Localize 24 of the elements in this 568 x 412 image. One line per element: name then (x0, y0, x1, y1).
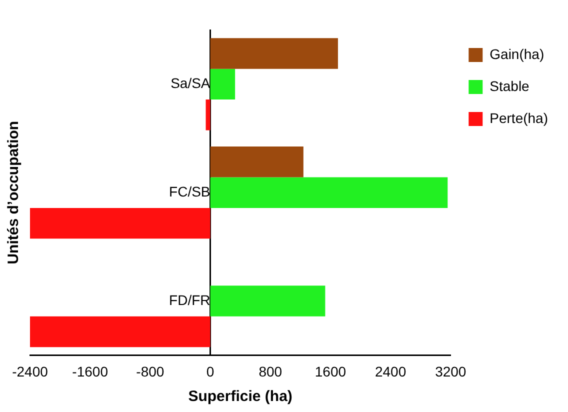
x-axis-title: Superficie (ha) (188, 388, 292, 406)
legend-label: Gain(ha) (490, 46, 544, 62)
bar (30, 316, 210, 348)
y-tick-label: FD/FR (169, 292, 210, 308)
bar (210, 38, 338, 69)
bar (206, 100, 210, 130)
legend-label: Perte(ha) (490, 110, 548, 126)
bar (30, 208, 210, 239)
legend-label: Stable (490, 78, 530, 94)
bar (210, 286, 326, 316)
x-tick-label: 0 (206, 363, 214, 380)
y-tick-label: FC/SB (169, 183, 210, 200)
x-tick-label: 1600 (314, 363, 346, 380)
bar (210, 146, 304, 178)
x-tick-label: 2400 (374, 363, 406, 380)
bar (210, 177, 448, 208)
x-tick-label: 3200 (435, 363, 466, 380)
y-axis-title: Unités d’occupation (5, 120, 22, 264)
bar (210, 68, 236, 100)
x-tick-label: -1600 (72, 363, 108, 380)
x-tick-label: -800 (136, 363, 164, 380)
y-tick-label: Sa/SA (170, 75, 211, 92)
x-tick-label: 800 (258, 363, 282, 380)
x-tick-label: -2400 (12, 363, 48, 380)
